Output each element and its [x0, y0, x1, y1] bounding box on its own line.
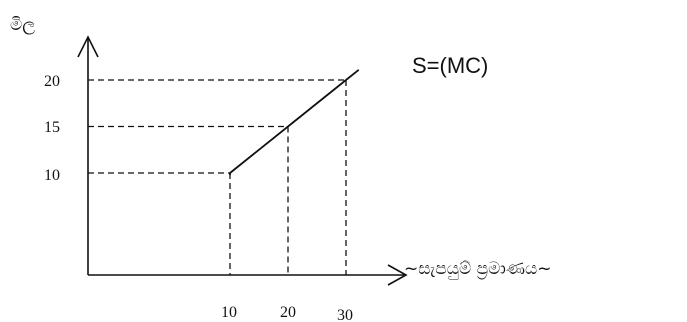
series-line: [229, 69, 360, 174]
y-tick-label: 15: [44, 119, 60, 136]
x-axis-label: ~සැපයුම් ප්‍රමාණය~: [404, 259, 551, 279]
y-tick-label: 10: [44, 167, 60, 184]
y-axis-arrow: [77, 35, 99, 58]
x-tick-label: 30: [337, 307, 353, 322]
curve-label: S=(MC): [412, 53, 488, 78]
y-axis-label: මිල: [10, 15, 35, 35]
x-tick-label: 20: [280, 304, 296, 321]
y-tick-label: 20: [44, 73, 60, 90]
supply-curve: [229, 69, 360, 175]
x-axis-arrow: [387, 264, 408, 286]
guide-lines: [88, 79, 347, 275]
x-tick-label: 10: [221, 304, 237, 321]
